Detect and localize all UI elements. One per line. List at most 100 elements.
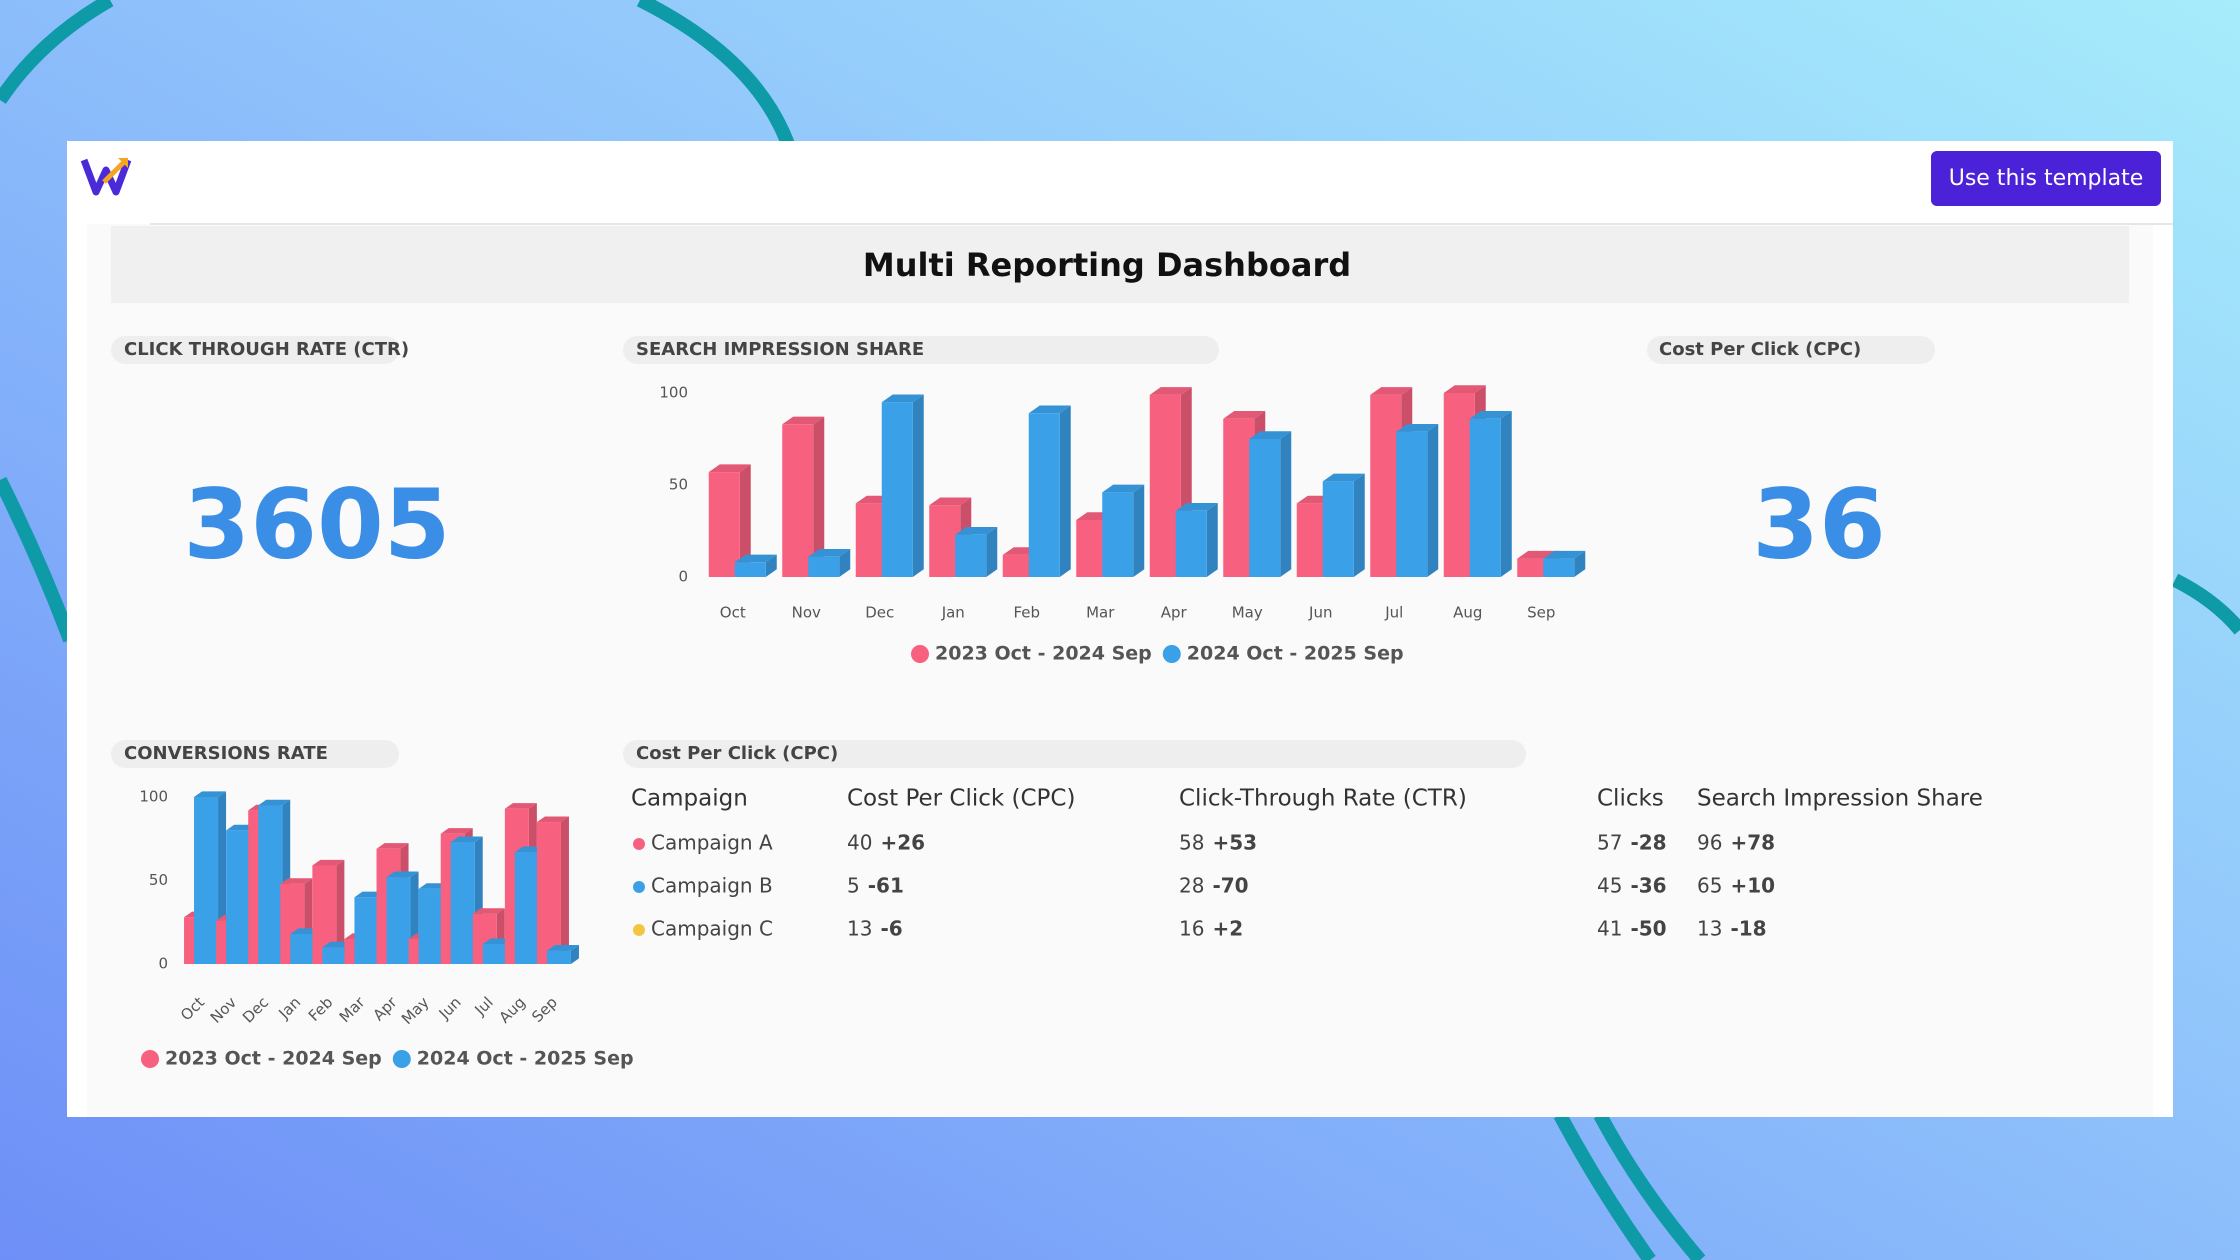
y-tick-label: 0 <box>678 568 688 586</box>
x-tick-label: Sep <box>1527 604 1555 622</box>
legend-label: 2024 Oct - 2025 Sep <box>417 1048 634 1070</box>
cell-value: 16 <box>1179 917 1204 941</box>
y-tick-label: 50 <box>149 871 168 889</box>
cell-value: 57 <box>1597 831 1622 855</box>
table-header: Cost Per Click (CPC) <box>847 786 1075 812</box>
bar-top <box>504 803 537 809</box>
bar-top <box>1543 550 1586 559</box>
use-template-button[interactable] <box>1931 151 2161 206</box>
cell-change: +26 <box>880 831 925 855</box>
widget-label: SEARCH IMPRESSION SHARE <box>636 339 924 360</box>
x-tick-label: Oct <box>720 604 746 622</box>
x-tick-label: Aug <box>1453 604 1482 622</box>
bar-side <box>1353 473 1365 577</box>
cell-change: +78 <box>1730 831 1775 855</box>
bar <box>955 534 987 577</box>
cell-change: +2 <box>1212 917 1243 941</box>
x-tick-label: Jan <box>941 604 965 622</box>
bar <box>1076 519 1108 577</box>
cell-change: +53 <box>1212 831 1257 855</box>
bar-top <box>929 497 972 506</box>
widget-label-bg <box>111 740 399 768</box>
y-tick-label: 50 <box>669 476 688 494</box>
dashboard-title: Multi Reporting Dashboard <box>863 246 1351 284</box>
bar-side <box>1500 411 1512 577</box>
bar-top <box>1249 431 1292 439</box>
bar <box>1396 431 1428 577</box>
cell-value: 65 <box>1697 874 1722 898</box>
x-tick-label: Dec <box>865 604 894 622</box>
bar-side <box>765 554 777 577</box>
cell-change: -70 <box>1212 874 1248 898</box>
bar-side <box>1574 550 1586 577</box>
table-header: Search Impression Share <box>1697 786 1983 812</box>
cell-change: -18 <box>1730 917 1766 941</box>
campaign-name: Campaign C <box>651 917 773 941</box>
bar <box>514 852 539 964</box>
x-tick-label: Mar <box>1086 604 1115 622</box>
widget-label: CONVERSIONS RATE <box>124 743 328 764</box>
bar <box>881 402 913 577</box>
bar-top <box>258 799 291 806</box>
bar <box>386 877 411 964</box>
bar-top <box>1102 484 1145 493</box>
bar <box>808 556 840 577</box>
bar-side <box>813 416 825 577</box>
legend-label: 2024 Oct - 2025 Sep <box>1187 643 1404 665</box>
x-tick-label: Jul <box>1384 604 1403 622</box>
cell-change: -6 <box>880 917 902 941</box>
bar-top <box>536 816 569 823</box>
bar-side <box>912 394 924 577</box>
bar-top <box>1469 411 1512 419</box>
bar <box>1028 413 1060 577</box>
bar-top <box>1322 473 1365 482</box>
widget-label-bg <box>1647 336 1935 364</box>
y-tick-label: 0 <box>158 955 168 973</box>
legend-swatch <box>911 645 929 663</box>
bar-top <box>1223 411 1266 419</box>
bar <box>855 503 887 577</box>
bar <box>258 805 283 964</box>
campaign-name: Campaign A <box>651 831 773 855</box>
bar-side <box>739 464 751 577</box>
bar <box>1296 503 1328 577</box>
bar <box>290 933 315 964</box>
widget-label: CLICK THROUGH RATE (CTR) <box>124 339 409 360</box>
widget-label-bg <box>623 336 1219 364</box>
bar <box>1543 558 1575 577</box>
bar-top <box>450 836 483 843</box>
bar-side <box>570 945 579 964</box>
widget-label-bg <box>623 740 1526 768</box>
bar <box>536 822 561 964</box>
cell-change: -50 <box>1630 917 1666 941</box>
widget-label: Cost Per Click (CPC) <box>1659 339 1861 360</box>
kpi-value: 36 <box>1752 468 1886 580</box>
y-tick-label: 100 <box>659 384 688 402</box>
campaign-dot <box>633 838 645 850</box>
button-label[interactable]: Use this template <box>1949 166 2144 191</box>
cell-change: -36 <box>1630 874 1666 898</box>
legend-label: 2023 Oct - 2024 Sep <box>165 1048 382 1070</box>
legend-swatch <box>141 1050 159 1068</box>
bar-side <box>1427 423 1439 577</box>
bar <box>1443 393 1475 577</box>
bar-top <box>312 859 345 866</box>
bar <box>546 950 571 964</box>
x-tick-label: Feb <box>1013 604 1040 622</box>
bar-side <box>986 526 998 577</box>
bar <box>226 830 251 964</box>
campaign-name: Campaign B <box>651 874 773 898</box>
bar <box>1223 418 1255 577</box>
cell-value: 40 <box>847 831 872 855</box>
table-header: Clicks <box>1597 786 1664 812</box>
bar-side <box>336 859 345 964</box>
bar-side <box>560 816 569 964</box>
cell-change: +10 <box>1730 874 1775 898</box>
bar-top <box>782 416 825 425</box>
x-tick-label: Nov <box>792 604 821 622</box>
bar-top <box>708 464 751 473</box>
widget-label-bg <box>111 336 399 364</box>
widget-label: Cost Per Click (CPC) <box>636 743 838 764</box>
